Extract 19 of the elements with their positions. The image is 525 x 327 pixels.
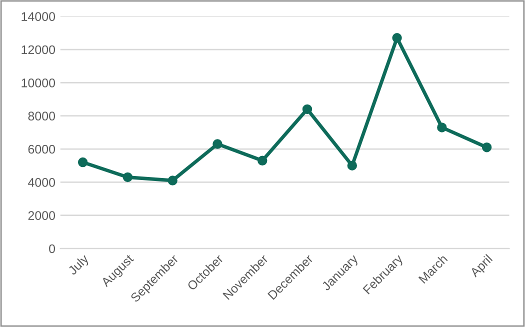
point [78,157,88,168]
y-tick-label: 8000 [28,112,56,121]
x-tick-label: July [67,253,92,278]
point [122,172,133,182]
y-tick-label: 12000 [22,45,56,54]
y-tick-label: 2000 [28,211,56,220]
point [437,122,447,132]
point [302,104,312,114]
y-tick-label: 14000 [22,12,56,21]
point [212,139,222,149]
point [347,160,358,170]
y-tick-label: 4000 [28,178,56,187]
point [482,142,492,152]
point [168,176,178,186]
point [258,156,268,166]
y-tick-label: 6000 [28,144,56,154]
y-tick-label: 0 [49,244,56,254]
point [392,33,402,43]
y-tick-label: 10000 [22,78,56,88]
